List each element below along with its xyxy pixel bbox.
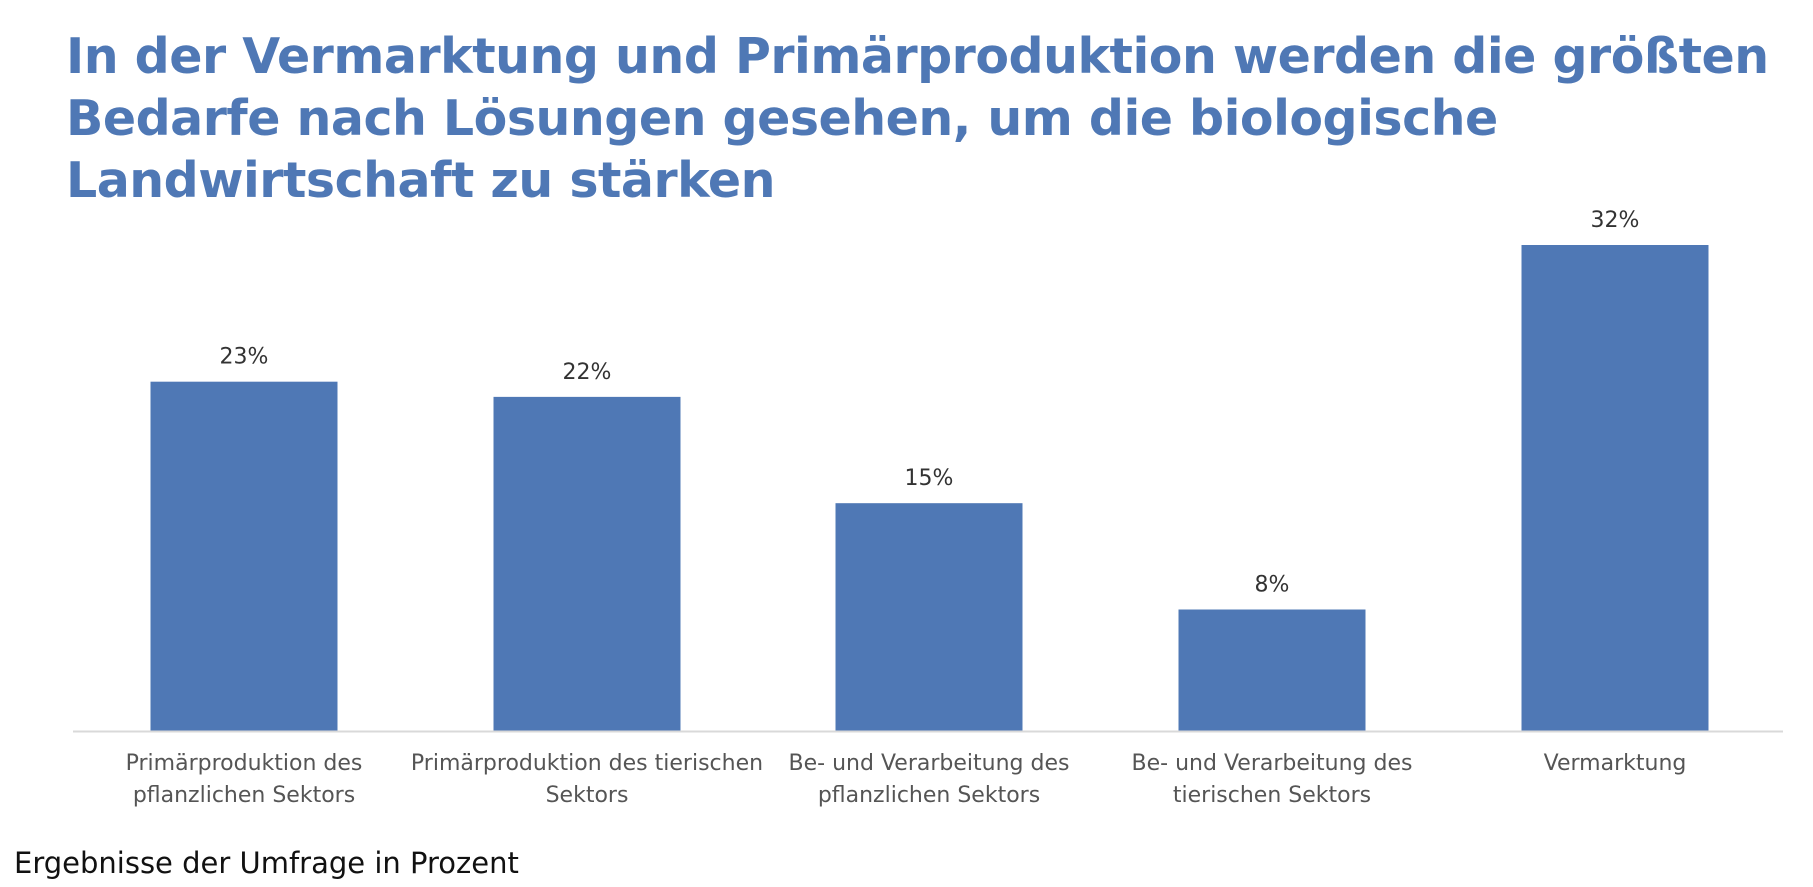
category-label-3-line-1: Be- und Verarbeitung des [789,751,1070,776]
bar-value-label-4: 8% [1255,573,1290,598]
bar-5 [1521,245,1709,731]
bar-3 [835,503,1023,731]
bar-1 [150,381,338,731]
category-labels-group: Primärproduktion des pflanzlichen Sektors… [126,751,1687,808]
bar-4 [1178,609,1366,731]
footnote: Ergebnisse der Umfrage in Prozent [14,846,519,880]
bars-group [150,245,1709,731]
value-labels-group: 23% 22% 15% 8% 32% [220,208,1640,598]
bar-value-label-2: 22% [563,360,612,385]
category-label-4-line-2: tierischen Sektors [1173,783,1371,808]
chart-title: In der Vermarktung und Primärproduktion … [66,28,1769,209]
bar-value-label-5: 32% [1591,208,1640,233]
category-label-1-line-2: pflanzlichen Sektors [133,783,355,808]
category-label-3-line-2: pflanzlichen Sektors [818,783,1040,808]
bar-value-label-3: 15% [905,466,954,491]
category-label-2-line-1: Primärproduktion des tierischen [411,751,763,776]
bar-2 [493,396,681,731]
bar-value-label-1: 23% [220,345,269,370]
category-label-2-line-2: Sektors [546,783,629,808]
category-label-4-line-1: Be- und Verarbeitung des [1132,751,1413,776]
category-label-1-line-1: Primärproduktion des [126,751,363,776]
category-label-5-line-1: Vermarktung [1544,751,1687,776]
